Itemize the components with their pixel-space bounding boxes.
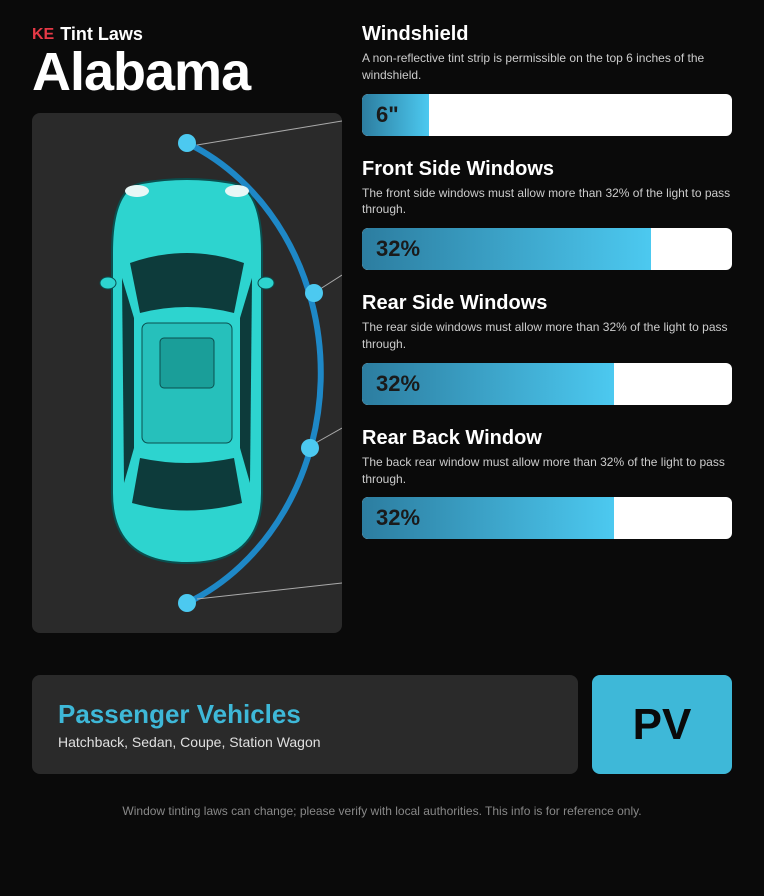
rules-panel: Windshield A non-reflective tint strip i… — [362, 23, 732, 633]
rule-description: A non-reflective tint strip is permissib… — [362, 50, 732, 84]
infographic-container: KE Tint Laws Alabama — [0, 0, 764, 896]
rule-description: The back rear window must allow more tha… — [362, 454, 732, 488]
progress-bar: 32% — [362, 228, 732, 270]
vehicle-type-panel: Passenger Vehicles Hatchback, Sedan, Cou… — [32, 675, 578, 774]
disclaimer-text: Window tinting laws can change; please v… — [32, 804, 732, 818]
connector-dot — [178, 594, 196, 612]
connector-dot — [301, 439, 319, 457]
vehicle-type-section: Passenger Vehicles Hatchback, Sedan, Cou… — [32, 675, 732, 774]
car-panel — [32, 113, 342, 633]
rule-title: Rear Side Windows — [362, 292, 732, 315]
car-icon — [100, 179, 274, 563]
rule-rear-side: Rear Side Windows The rear side windows … — [362, 292, 732, 405]
progress-label: 32% — [376, 505, 420, 531]
rule-title: Rear Back Window — [362, 427, 732, 450]
progress-bar: 32% — [362, 363, 732, 405]
progress-label: 32% — [376, 236, 420, 262]
connector-line — [197, 121, 342, 145]
rule-title: Windshield — [362, 23, 732, 46]
progress-bar: 6" — [362, 94, 732, 136]
vehicle-type-title: Passenger Vehicles — [58, 699, 552, 730]
car-diagram — [32, 113, 342, 633]
vehicle-type-subtitle: Hatchback, Sedan, Coupe, Station Wagon — [58, 734, 552, 750]
progress-label: 6" — [376, 102, 399, 128]
rule-front-side: Front Side Windows The front side window… — [362, 158, 732, 271]
vehicle-type-badge: PV — [592, 675, 732, 774]
connector-dot — [305, 284, 323, 302]
rule-description: The front side windows must allow more t… — [362, 185, 732, 219]
rule-description: The rear side windows must allow more th… — [362, 319, 732, 353]
rule-rear-back: Rear Back Window The back rear window mu… — [362, 427, 732, 540]
rule-windshield: Windshield A non-reflective tint strip i… — [362, 23, 732, 136]
connector-dot — [178, 134, 196, 152]
main-area: Windshield A non-reflective tint strip i… — [32, 113, 732, 633]
progress-label: 32% — [376, 371, 420, 397]
progress-bar: 32% — [362, 497, 732, 539]
rule-title: Front Side Windows — [362, 158, 732, 181]
